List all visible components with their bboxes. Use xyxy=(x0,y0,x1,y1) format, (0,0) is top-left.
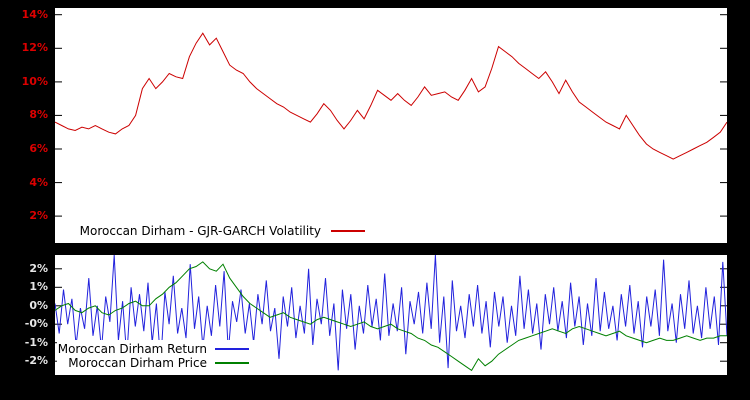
return-price-plot-area: Moroccan Dirham Return Moroccan Dirham P… xyxy=(55,255,727,375)
return-line xyxy=(55,255,727,371)
y-tick-label: 8% xyxy=(29,108,48,122)
volatility-line-svg xyxy=(55,14,727,217)
volatility-legend-label: Moroccan Dirham - GJR-GARCH Volatility xyxy=(79,224,321,238)
return-price-line-svg xyxy=(55,255,727,372)
price-legend-row: Moroccan Dirham Price xyxy=(57,356,249,370)
return-legend-row: Moroccan Dirham Return xyxy=(57,342,249,356)
y-tick-label: 2% xyxy=(29,209,48,223)
y-tick-label: 12% xyxy=(21,41,48,55)
y-tick-label: 6% xyxy=(29,142,48,155)
y-tick-label: 4% xyxy=(29,175,48,189)
return-line-swatch xyxy=(215,348,249,350)
returns-y-axis: 2% 1% 0% -0% -1% -2% xyxy=(0,0,52,400)
volatility-plot-area: Moroccan Dirham - GJR-GARCH Volatility xyxy=(55,8,727,243)
price-legend-label: Moroccan Dirham Price xyxy=(68,356,207,370)
return-price-legend: Moroccan Dirham Return Moroccan Dirham P… xyxy=(57,340,255,372)
volatility-line-swatch xyxy=(331,230,365,232)
y-tick-label: -0% xyxy=(24,317,48,331)
y-tick-label: 2% xyxy=(29,261,48,275)
y-tick-label: 1% xyxy=(29,280,48,294)
y-tick-label: 10% xyxy=(21,74,48,88)
volatility-line xyxy=(55,32,727,160)
volatility-legend: Moroccan Dirham - GJR-GARCH Volatility xyxy=(57,222,371,240)
y-tick-label: 14% xyxy=(21,7,48,21)
y-tick-label: -2% xyxy=(24,354,48,368)
price-line xyxy=(55,261,727,372)
volatility-y-axis: 14% 12% 10% 8% 6% 4% 2% xyxy=(0,0,52,400)
y-tick-label: 0% xyxy=(29,298,48,312)
y-tick-label: -1% xyxy=(24,335,48,349)
price-line-swatch xyxy=(215,362,249,364)
return-legend-label: Moroccan Dirham Return xyxy=(57,342,207,356)
